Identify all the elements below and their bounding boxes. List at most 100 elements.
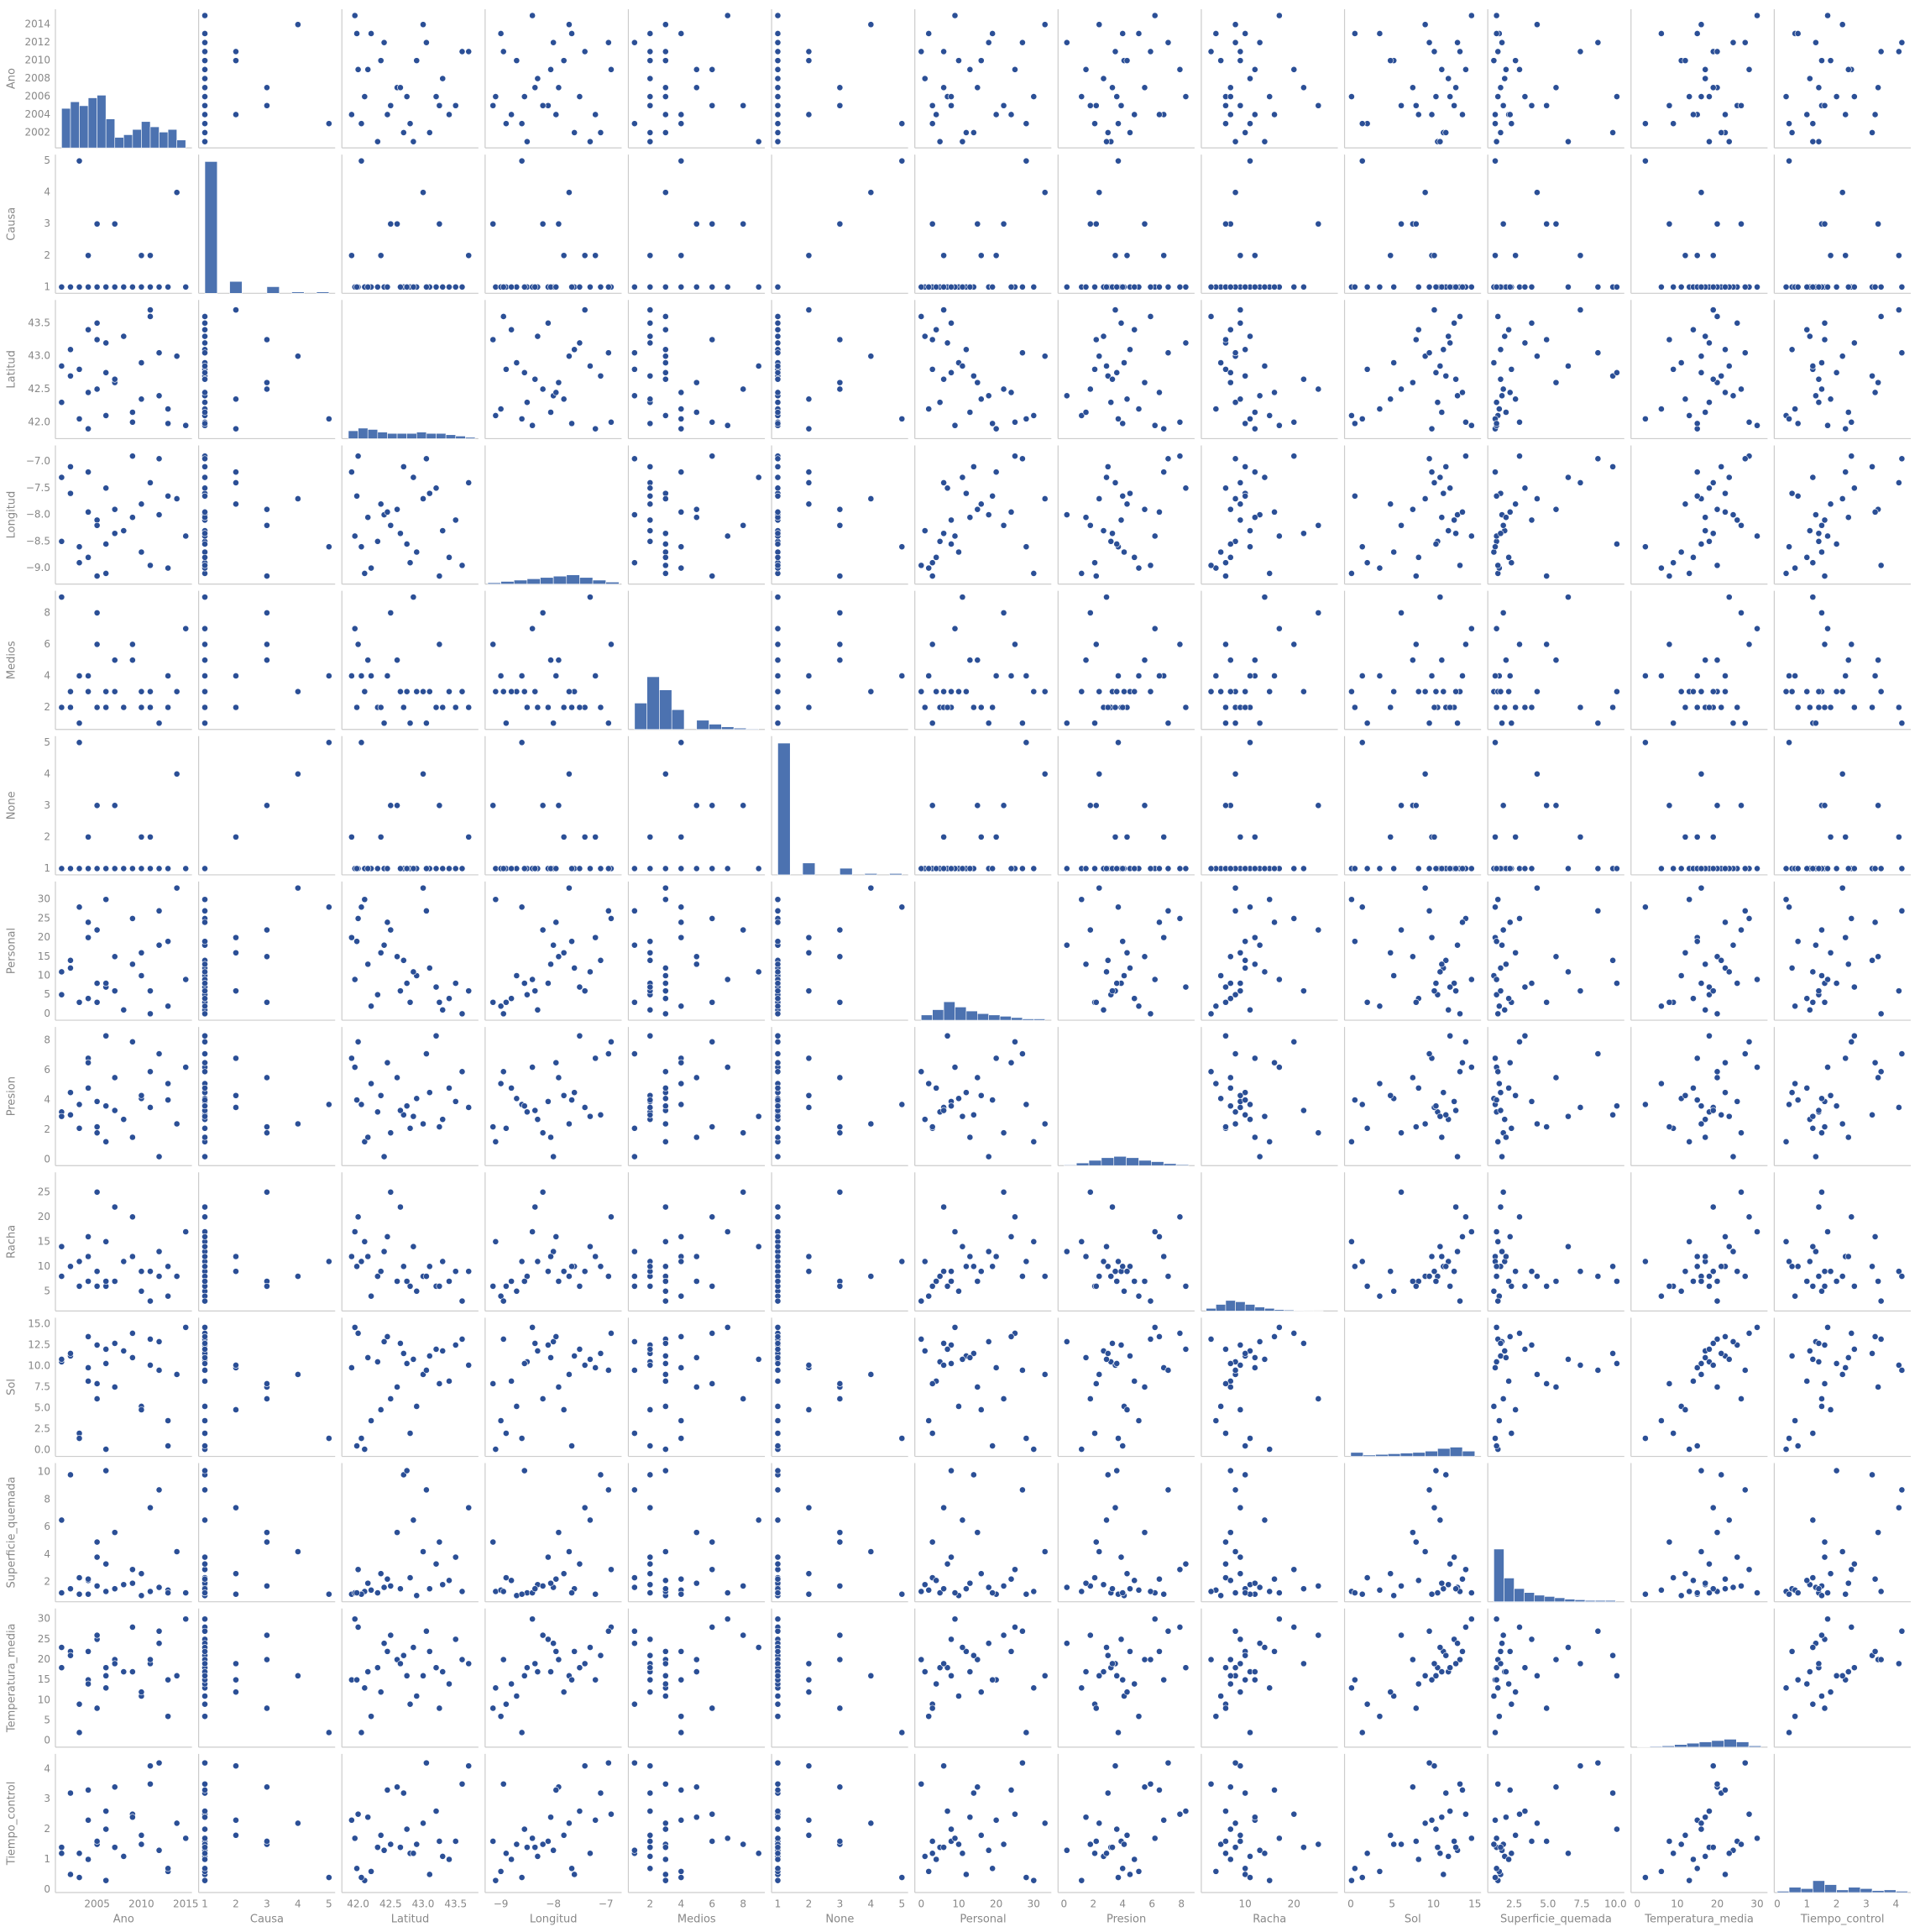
scatter-point [1247, 1730, 1253, 1736]
scatter-point [437, 1539, 442, 1545]
scatter-point [647, 373, 653, 379]
scatter-point [1878, 313, 1884, 319]
hist-bar [1450, 1448, 1462, 1457]
scatter-point [1503, 657, 1509, 663]
scatter-point [76, 1574, 82, 1580]
scatter-point [1243, 493, 1248, 499]
scatter-point [1023, 1730, 1029, 1736]
scatter-point [85, 253, 91, 259]
scatter-point [1267, 1589, 1273, 1594]
scatter-point [514, 1403, 520, 1409]
scatter-point [1714, 1278, 1720, 1284]
scatter-point [775, 30, 781, 36]
scatter-point [1388, 501, 1394, 507]
scatter-point [940, 1204, 946, 1210]
scatter-point [960, 363, 965, 369]
scatter-point [1023, 544, 1029, 550]
hist-bar [1437, 1448, 1450, 1456]
scatter-point [378, 704, 384, 710]
scatter-point [524, 139, 530, 144]
scatter-point [547, 657, 553, 663]
scatter-point [459, 866, 465, 872]
scatter-point [67, 1652, 73, 1658]
scatter-point [76, 1851, 82, 1856]
scatter-point [993, 1364, 999, 1370]
scatter-point [899, 544, 905, 550]
scatter-point [1822, 1554, 1828, 1560]
scatter-point [1042, 1673, 1048, 1678]
scatter-point [1690, 1378, 1696, 1384]
hist-bar [803, 863, 815, 875]
scatter-point [978, 1571, 984, 1577]
scatter-point [1845, 1254, 1851, 1259]
scatter-point [1876, 1530, 1881, 1536]
scatter-point [201, 1354, 207, 1360]
scatter-point [662, 85, 668, 91]
scatter-point [631, 1487, 637, 1493]
scatter-point [1227, 689, 1233, 694]
scatter-point [540, 102, 546, 108]
scatter-point [404, 980, 410, 986]
scatter-point [1698, 1278, 1704, 1284]
scatter-point [806, 1689, 812, 1695]
scatter-point [1267, 412, 1273, 418]
scatter-point [1252, 1134, 1258, 1140]
scatter-point [725, 1324, 730, 1330]
cell [1774, 1172, 1911, 1311]
scatter-point [1687, 570, 1692, 576]
scatter-point [1522, 340, 1528, 346]
scatter-point [466, 1661, 472, 1667]
scatter-point [493, 1446, 499, 1452]
scatter-point [358, 1259, 364, 1264]
cell [628, 9, 765, 148]
hist-bar [1375, 1454, 1388, 1456]
scatter-point [1783, 689, 1789, 694]
scatter-point [201, 1324, 207, 1330]
scatter-point [1359, 1102, 1365, 1107]
scatter-point [67, 866, 73, 872]
scatter-point [514, 1288, 520, 1294]
scatter-point [693, 803, 699, 809]
scatter-point [201, 1033, 207, 1039]
scatter-point [775, 49, 781, 55]
scatter-point [103, 704, 109, 710]
scatter-point [948, 1636, 954, 1642]
scatter-point [201, 1561, 207, 1567]
scatter-point [94, 803, 100, 809]
scatter-point [1494, 493, 1499, 499]
scatter-point [423, 908, 429, 914]
scatter-point [662, 495, 668, 501]
scatter-point [1703, 1354, 1708, 1360]
scatter-point [1710, 1107, 1716, 1113]
scatter-point [1415, 284, 1421, 290]
scatter-point [459, 1657, 465, 1662]
cell [199, 882, 336, 1020]
scatter-point [647, 320, 653, 326]
scatter-point [1698, 1360, 1704, 1366]
scatter-point [556, 1530, 562, 1536]
scatter-point [94, 1380, 100, 1386]
scatter-point [381, 1154, 387, 1160]
scatter-point [353, 866, 359, 872]
scatter-point [1498, 689, 1504, 694]
scatter-point [662, 112, 668, 118]
scatter-point [899, 1435, 905, 1441]
scatter-point [1262, 474, 1268, 480]
scatter-point [709, 1123, 715, 1129]
scatter-point [647, 1362, 653, 1368]
scatter-point [368, 30, 374, 36]
scatter-point [1726, 1243, 1732, 1249]
scatter-point [568, 1589, 574, 1595]
scatter-point [918, 1657, 924, 1662]
scatter-point [1678, 866, 1684, 872]
scatter-point [551, 1154, 557, 1160]
scatter-point [1359, 158, 1365, 164]
scatter-point [1136, 1417, 1142, 1423]
scatter-point [572, 1090, 578, 1096]
scatter-point [129, 1567, 135, 1573]
scatter-point [1426, 1487, 1432, 1493]
scatter-point [1237, 1362, 1243, 1368]
scatter-point [1816, 538, 1822, 544]
scatter-point [1878, 1589, 1884, 1594]
scatter-point [1658, 1081, 1664, 1086]
